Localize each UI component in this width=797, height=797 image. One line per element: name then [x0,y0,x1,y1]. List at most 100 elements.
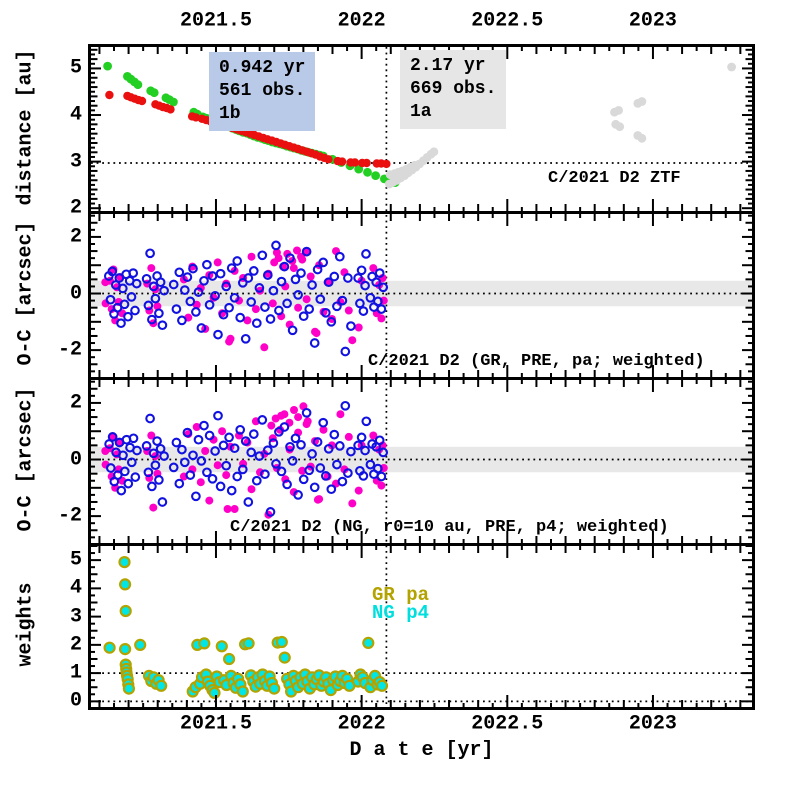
y-tick-label: 1 [69,661,82,685]
data-point [243,316,252,325]
data-point [119,604,132,618]
y-tick-label: 5 [69,548,82,572]
data-point [237,277,248,288]
data-point [382,159,391,169]
data-point [243,497,254,507]
data-point [185,470,196,480]
x-axis-title: D a t e [yr] [349,739,494,762]
data-point [107,266,118,277]
data-point [271,458,281,469]
data-point [326,484,337,495]
data-point [213,329,223,340]
data-point [196,478,205,487]
data-point [268,285,279,296]
data-point [202,467,212,478]
data-point [222,471,231,480]
data-point [257,250,268,261]
data-point [122,682,136,695]
data-point [371,171,380,180]
data-point [132,445,142,456]
data-point [296,268,306,278]
data-point [243,273,254,283]
data-point [199,420,209,431]
data-point [215,481,226,492]
data-point [128,268,139,278]
data-point [298,474,309,485]
data-point [240,436,251,446]
data-point [240,333,251,344]
y-tick-label: 2 [69,391,82,415]
data-point [298,466,307,475]
data-point [210,290,220,301]
data-point [148,281,159,292]
data-point [182,272,193,282]
data-point [332,301,342,312]
data-point [188,263,198,274]
data-point [202,259,212,270]
data-point [360,445,370,456]
data-point [166,105,175,114]
data-point [177,444,187,455]
data-point [171,304,182,314]
data-point [204,299,215,310]
data-point [215,640,228,653]
data-point [271,414,280,423]
data-point [289,488,298,497]
data-point [318,257,329,268]
data-point [268,299,277,308]
data-point [279,422,290,432]
data-point [148,448,159,459]
data-point [134,638,147,652]
data-point [346,321,356,331]
data-point [374,268,385,278]
data-point [348,336,357,345]
data-point [337,157,347,166]
data-point [301,246,312,257]
data-point [150,460,161,471]
plot-svg [91,47,752,707]
data-point [130,305,140,316]
data-point [179,285,190,295]
data-point [307,449,317,459]
data-point [329,271,340,282]
y-axis-title-weights: weights [14,582,38,667]
data-point [218,427,227,436]
data-point [320,307,331,318]
data-point [369,431,378,440]
data-point [363,167,372,177]
data-point [196,456,207,466]
data-point [248,266,259,276]
data-point [287,325,298,336]
panel2-title: C/2021 D2 (GR, PRE, pa; weighted) [368,352,705,371]
data-point [350,158,360,167]
data-point [145,413,155,424]
data-point [355,298,365,309]
data-point [315,294,326,305]
data-point [221,281,232,292]
data-point [353,273,363,283]
data-point [149,503,158,512]
x-tick-label-bottom: 2022 [337,712,386,736]
data-point [275,635,288,649]
data-point [230,505,239,513]
data-point [637,97,647,106]
y-tick-label: 0 [69,448,82,472]
annotation-line: 0.942 yr [219,58,306,78]
data-point [265,314,276,324]
data-point [193,287,204,297]
data-point [429,147,439,157]
data-point [614,106,623,115]
data-point [274,426,284,437]
data-point [179,457,190,468]
data-point [191,307,201,317]
y-tick-label: 4 [69,576,82,600]
data-point [307,280,317,290]
y-tick-label: -2 [57,338,82,362]
data-point [103,61,112,71]
data-point [143,467,154,478]
data-point [218,440,229,451]
data-point [302,295,311,304]
data-point [361,416,372,427]
data-point [123,478,134,489]
